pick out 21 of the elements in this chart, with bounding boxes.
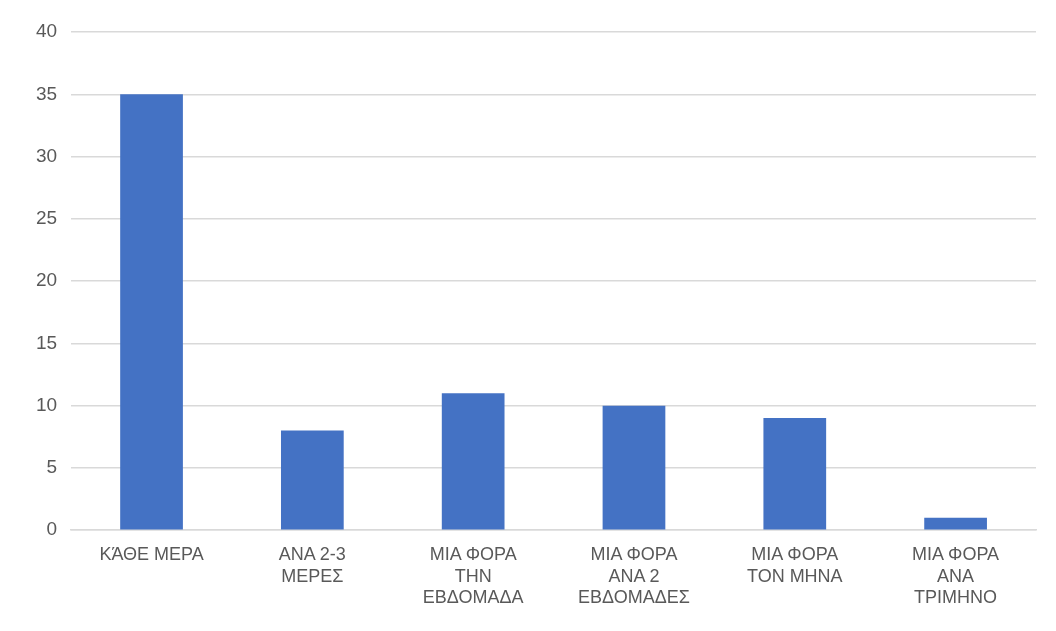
y-tick-label: 10 <box>35 393 58 415</box>
bar <box>924 517 987 530</box>
x-tick-label: ΜΙΑ ΦΟΡΑ ΑΝΑ ΤΡΙΜΗΝΟ <box>912 543 1000 608</box>
y-tick-label: 35 <box>35 82 58 104</box>
x-tick-label: ΜΙΑ ΦΟΡΑ ΤΟΝ ΜΗΝΑ <box>746 543 843 586</box>
y-tick-label: 25 <box>35 207 58 229</box>
y-tick-label: 5 <box>46 456 58 478</box>
y-tick-label: 15 <box>35 331 58 353</box>
bar <box>120 94 183 530</box>
bar <box>441 393 505 530</box>
x-tick-label: ΜΙΑ ΦΟΡΑ ΤΗΝ ΕΒΔΟΜΑΔΑ <box>422 543 524 608</box>
bar <box>280 430 344 530</box>
x-tick-label: ΜΙΑ ΦΟΡΑ ΑΝΑ 2 ΕΒΔΟΜΑΔΕΣ <box>578 543 690 608</box>
x-tick-label: ΚΆΘΕ ΜΕΡΑ <box>99 543 204 564</box>
bar <box>763 418 827 530</box>
y-tick-label: 30 <box>35 144 58 166</box>
x-tick-label: ΑΝΑ 2-3 ΜΕΡΕΣ <box>278 543 346 586</box>
y-tick-label: 40 <box>35 20 58 42</box>
bar <box>602 405 666 530</box>
y-tick-label: 0 <box>46 518 58 540</box>
y-tick-label: 20 <box>35 269 58 291</box>
